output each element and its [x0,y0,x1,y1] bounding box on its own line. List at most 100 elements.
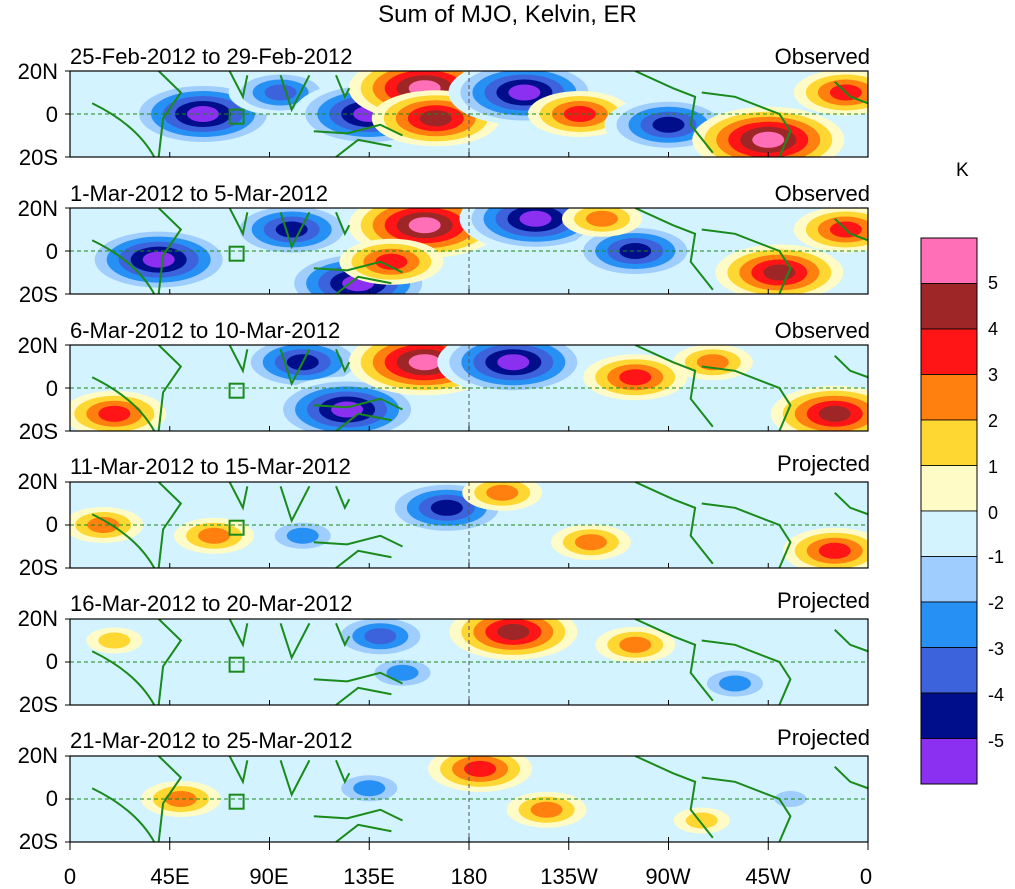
anomaly-contour [198,527,231,544]
coastline [335,74,351,100]
colorbar-swatch [920,601,978,648]
lon-label-0-end: 0 [859,864,873,889]
lon-label-90w: 90W [645,864,691,889]
coastline [313,808,403,822]
colorbar-swatch [920,465,978,512]
colorbar-label: -3 [988,639,1005,659]
coastline [157,208,183,294]
lon-label-180: 180 [450,864,488,889]
panel-6-status: Projected [777,725,870,750]
coastline [279,211,311,250]
anomaly-contour [586,210,618,227]
colorbar-label: 5 [988,273,999,293]
colorbar-label: -2 [988,593,1005,613]
coastline [91,650,156,705]
anomaly-contour [286,527,319,544]
coastline [228,71,249,100]
coastlines [91,208,868,294]
lat-label-eq: 0 [45,102,58,127]
colorbar-units: K [956,160,969,181]
lat-label-20n: 20N [17,743,58,768]
lat-label-eq: 0 [45,786,58,811]
lat-label-20s: 20S [18,282,58,307]
coastline [701,776,792,842]
colorbar-swatch [920,328,978,375]
lat-label-20n: 20N [17,59,58,84]
lat-label-eq: 0 [45,239,58,264]
lon-label-45w: 45W [745,864,791,889]
anomaly-contour [98,405,131,422]
coastlines [91,482,868,568]
coastline [91,787,156,842]
coastlines [91,619,868,705]
coastline [157,71,183,157]
coastlines [91,71,868,157]
coastline [701,502,792,568]
lat-label-20s: 20S [18,555,58,580]
panel-1-status: Observed [774,44,870,69]
lon-label-135w: 135W [540,864,598,889]
anomaly-contour [364,628,397,645]
colorbar-swatch [920,556,978,603]
coastline [279,348,311,387]
coastline [313,671,403,685]
colorbar-swatch [920,374,978,421]
lat-label-eq: 0 [45,376,58,401]
anomaly-contour [685,812,718,829]
colorbar-frame [920,237,978,785]
colorbar-swatch [920,419,978,466]
coastline [335,686,392,705]
colorbar-swatch [920,237,978,284]
anomaly-contour [719,675,751,692]
anomaly-contour [530,801,563,818]
lon-label-0: 0 [63,864,77,889]
anomaly-contour [508,84,541,101]
anomaly-contour [142,251,175,268]
anomaly-contour [264,84,297,101]
panel-5-date: 16-Mar-2012 to 20-Mar-2012 [70,591,353,616]
coastline [157,619,183,705]
coastline [335,211,351,237]
coastline [701,91,792,157]
anomaly-contour [818,405,851,422]
coastline [279,759,311,798]
anomaly-contour [375,253,408,270]
anomaly-contour [386,664,419,681]
coastline [228,345,249,374]
coastline [157,482,183,568]
coastline [91,513,156,568]
coastline [335,412,392,431]
coastline [279,622,311,661]
coastline [313,260,403,274]
panel-4-status: Projected [777,451,870,476]
anomaly-contour [519,210,552,227]
coastline [157,345,183,431]
colorbar-swatch [920,692,978,739]
region-box [228,108,245,125]
coastline [91,239,156,294]
anomaly-contour [353,780,386,797]
lat-label-20n: 20N [17,469,58,494]
region-box [228,656,245,673]
panel-1-date: 25-Feb-2012 to 29-Feb-2012 [70,44,353,69]
coastline [313,534,403,548]
lat-label-20s: 20S [18,692,58,717]
coastline [91,102,156,157]
panel-1-field [70,71,868,157]
anomaly-contour [430,499,463,516]
anomaly-contour [464,760,497,777]
lon-label-45e: 45E [150,864,190,889]
lat-label-20s: 20S [18,829,58,854]
anomaly-contour [275,221,308,238]
coastline [834,492,868,516]
colorbar-label: 0 [988,503,999,523]
anomaly-contour [486,484,519,501]
coastline [701,639,792,705]
coastline [335,348,351,374]
coastline [634,345,714,428]
coastline [279,74,311,113]
anomaly-contour [619,369,652,386]
anomaly-contour [408,354,441,371]
coastline [634,756,714,839]
